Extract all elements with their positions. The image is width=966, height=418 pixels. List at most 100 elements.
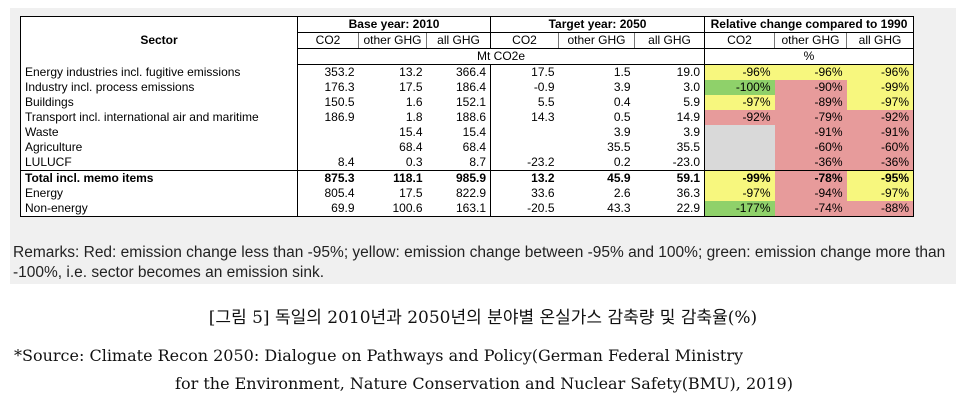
change-co2-cell: -97% bbox=[704, 95, 775, 110]
source-note: *Source: Climate Recon 2050: Dialogue on… bbox=[14, 342, 954, 398]
target-co2-cell: -23.2 bbox=[527, 155, 555, 169]
base-all-ghg-cell: 985.9 bbox=[426, 170, 491, 186]
target-co2-cell: 5.5 bbox=[537, 95, 555, 109]
target-other-ghg-cell: 35.5 bbox=[607, 140, 631, 154]
target-co2-cell: 33.6 bbox=[531, 186, 555, 200]
target-co2-cell: -20.5 bbox=[490, 201, 559, 217]
change-co2-cell: -177% bbox=[704, 201, 775, 217]
target-co2-cell: 14.3 bbox=[531, 110, 555, 124]
target-co2-cell bbox=[491, 125, 559, 140]
sector-cell: Waste bbox=[20, 125, 298, 140]
target-all-ghg-cell: 35.5 bbox=[634, 140, 705, 155]
target-co2-cell: 13.2 bbox=[490, 170, 559, 186]
base-all-ghg-cell: 68.4 bbox=[426, 140, 491, 155]
sector-cell: Agriculture bbox=[20, 140, 298, 155]
base-all-ghg-cell: 15.4 bbox=[426, 125, 491, 140]
sector-cell: Energy bbox=[20, 186, 298, 201]
target-all-ghg-cell: 14.9 bbox=[634, 110, 705, 125]
base-all-ghg-cell: 186.4 bbox=[426, 80, 491, 95]
col-header-all-ghg: all GHG bbox=[634, 32, 705, 49]
source-line-1: *Source: Climate Recon 2050: Dialogue on… bbox=[14, 346, 744, 365]
figure-caption: [그림 5] 독일의 2010년과 2050년의 분야별 온실가스 감축량 및 … bbox=[208, 308, 758, 328]
base-other-ghg-cell: 15.4 bbox=[399, 125, 423, 139]
change-other-ghg-cell: -60% bbox=[774, 140, 847, 155]
target-all-ghg-cell: 3.0 bbox=[634, 80, 705, 95]
change-other-ghg-cell: -89% bbox=[774, 95, 847, 110]
col-header-all-ghg: all GHG bbox=[846, 32, 914, 49]
table-row: Non-energy 69.9 100.6 163.1 -20.5 43.3 22.9 -17… bbox=[20, 201, 914, 217]
base-co2-cell: 150.5 bbox=[324, 95, 355, 109]
base-year-header: Base year: 2010 bbox=[297, 16, 491, 33]
col-header-co2: CO2 bbox=[490, 32, 559, 49]
base-other-ghg-cell: 1.8 bbox=[405, 110, 423, 124]
unit-percent: % bbox=[704, 48, 914, 65]
source-line-2: for the Environment, Nature Conservation… bbox=[175, 374, 793, 393]
change-co2-cell bbox=[704, 125, 775, 140]
target-other-ghg-cell: 0.5 bbox=[613, 110, 631, 124]
emissions-table: Sector Base year: 2010 Target year: 2050… bbox=[20, 16, 914, 217]
base-other-ghg-cell: 17.5 bbox=[399, 186, 423, 200]
base-co2-cell: 176.3 bbox=[324, 80, 355, 94]
base-other-ghg-cell: 100.6 bbox=[358, 201, 427, 217]
base-other-ghg-cell: 13.2 bbox=[399, 65, 423, 79]
change-all-ghg-cell: -88% bbox=[846, 201, 914, 217]
base-co2-cell bbox=[298, 140, 359, 155]
change-co2-cell: -97% bbox=[704, 186, 775, 201]
change-all-ghg-cell: -97% bbox=[846, 186, 914, 201]
base-all-ghg-cell: 152.1 bbox=[426, 95, 491, 110]
col-header-co2: CO2 bbox=[297, 32, 359, 49]
target-other-ghg-cell: 43.3 bbox=[558, 201, 635, 217]
sector-header: Sector bbox=[20, 16, 298, 65]
change-all-ghg-cell: -96% bbox=[846, 64, 914, 80]
base-other-ghg-cell: 1.6 bbox=[405, 95, 423, 109]
sector-cell: Non-energy bbox=[20, 201, 298, 217]
change-co2-cell bbox=[704, 140, 775, 155]
target-all-ghg-cell: 19.0 bbox=[634, 64, 705, 80]
col-header-all-ghg: all GHG bbox=[426, 32, 491, 49]
change-all-ghg-cell: -60% bbox=[846, 140, 914, 155]
target-other-ghg-cell: 0.2 bbox=[613, 155, 631, 169]
target-all-ghg-cell: 3.9 bbox=[634, 125, 705, 140]
base-other-ghg-cell: 17.5 bbox=[399, 80, 423, 94]
change-all-ghg-cell: -92% bbox=[846, 110, 914, 125]
sector-cell: Energy industries incl. fugitive emissio… bbox=[20, 64, 298, 80]
sector-cell: Industry incl. process emissions bbox=[20, 80, 298, 95]
base-other-ghg-cell: 68.4 bbox=[399, 140, 423, 154]
target-co2-cell: 17.5 bbox=[531, 65, 555, 79]
base-all-ghg-cell: 188.6 bbox=[426, 110, 491, 125]
change-other-ghg-cell: -90% bbox=[774, 80, 847, 95]
change-co2-cell: -100% bbox=[704, 80, 775, 95]
base-co2-cell: 875.3 bbox=[297, 170, 359, 186]
change-co2-cell: -92% bbox=[704, 110, 775, 125]
base-co2-cell: 186.9 bbox=[324, 110, 355, 124]
base-all-ghg-cell: 163.1 bbox=[426, 201, 491, 217]
table-figure-image: Sector Base year: 2010 Target year: 2050… bbox=[10, 8, 956, 284]
col-header-co2: CO2 bbox=[704, 32, 775, 49]
change-other-ghg-cell: -79% bbox=[774, 110, 847, 125]
col-header-other-ghg: other GHG bbox=[774, 32, 847, 49]
table-row: Energy industries incl. fugitive emissio… bbox=[20, 64, 914, 80]
change-other-ghg-cell: -74% bbox=[774, 201, 847, 217]
target-all-ghg-cell: -23.0 bbox=[634, 155, 705, 171]
base-co2-cell: 8.4 bbox=[337, 155, 355, 169]
base-all-ghg-cell: 366.4 bbox=[426, 64, 491, 80]
change-all-ghg-cell: -95% bbox=[846, 170, 914, 186]
target-year-header: Target year: 2050 bbox=[490, 16, 705, 33]
change-other-ghg-cell: -94% bbox=[774, 186, 847, 201]
table-remarks: Remarks: Red: emission change less than … bbox=[13, 244, 946, 281]
change-all-ghg-cell: -91% bbox=[846, 125, 914, 140]
target-all-ghg-cell: 59.1 bbox=[634, 170, 705, 186]
change-co2-cell bbox=[704, 155, 775, 171]
target-other-ghg-cell: 0.4 bbox=[613, 95, 631, 109]
col-header-other-ghg: other GHG bbox=[358, 32, 427, 49]
change-all-ghg-cell: -97% bbox=[846, 95, 914, 110]
sector-cell: Transport incl. international air and ma… bbox=[20, 110, 298, 125]
base-all-ghg-cell: 822.9 bbox=[426, 186, 491, 201]
target-other-ghg-cell: 3.9 bbox=[613, 125, 631, 139]
base-co2-cell: 353.2 bbox=[324, 65, 355, 79]
change-other-ghg-cell: -78% bbox=[774, 170, 847, 186]
target-other-ghg-cell: 1.5 bbox=[613, 65, 631, 79]
col-header-other-ghg: other GHG bbox=[558, 32, 635, 49]
base-other-ghg-cell: 0.3 bbox=[405, 155, 423, 169]
base-all-ghg-cell: 8.7 bbox=[426, 155, 491, 171]
